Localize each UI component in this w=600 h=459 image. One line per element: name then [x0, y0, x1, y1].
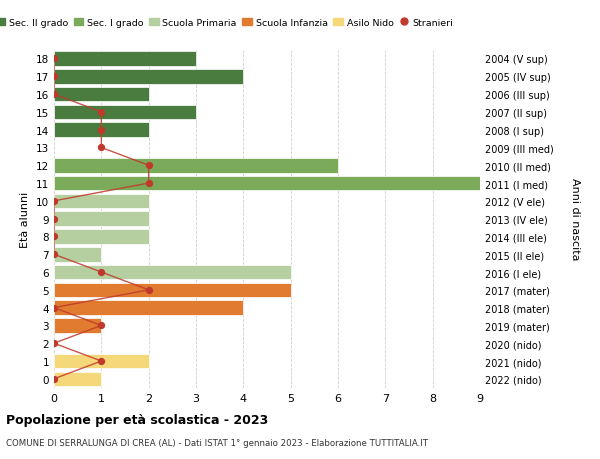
Bar [54, 301, 244, 315]
Point [49, 91, 59, 99]
Point [49, 233, 59, 241]
Point [97, 109, 106, 116]
Point [97, 322, 106, 330]
Point [49, 340, 59, 347]
Bar [54, 372, 101, 386]
Bar [54, 159, 338, 173]
Bar [54, 176, 480, 191]
Bar [54, 70, 244, 84]
Point [49, 198, 59, 205]
Y-axis label: Età alunni: Età alunni [20, 191, 31, 247]
Point [49, 73, 59, 81]
Bar [54, 88, 149, 102]
Bar [54, 106, 196, 120]
Bar [54, 247, 101, 262]
Bar [54, 283, 290, 297]
Bar [54, 52, 196, 67]
Legend: Sec. II grado, Sec. I grado, Scuola Primaria, Scuola Infanzia, Asilo Nido, Stran: Sec. II grado, Sec. I grado, Scuola Prim… [0, 15, 457, 31]
Bar [54, 230, 149, 244]
Point [97, 269, 106, 276]
Point [144, 162, 154, 169]
Text: Popolazione per età scolastica - 2023: Popolazione per età scolastica - 2023 [6, 413, 268, 426]
Point [49, 215, 59, 223]
Point [49, 251, 59, 258]
Point [49, 304, 59, 312]
Bar [54, 265, 290, 280]
Bar [54, 354, 149, 369]
Y-axis label: Anni di nascita: Anni di nascita [570, 178, 580, 260]
Point [49, 56, 59, 63]
Point [97, 127, 106, 134]
Point [97, 358, 106, 365]
Text: COMUNE DI SERRALUNGA DI CREA (AL) - Dati ISTAT 1° gennaio 2023 - Elaborazione TU: COMUNE DI SERRALUNGA DI CREA (AL) - Dati… [6, 438, 428, 448]
Bar [54, 212, 149, 226]
Point [144, 286, 154, 294]
Point [49, 375, 59, 383]
Bar [54, 123, 149, 138]
Point [97, 145, 106, 152]
Bar [54, 319, 101, 333]
Point [144, 180, 154, 187]
Bar [54, 194, 149, 209]
